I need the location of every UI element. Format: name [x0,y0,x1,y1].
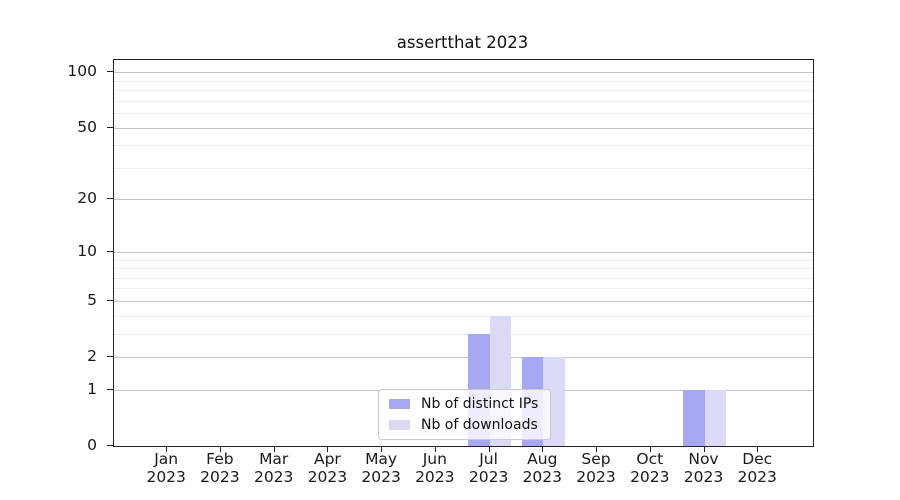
minor-gridline [114,333,813,335]
minor-gridline [114,145,813,147]
x-tick-month: Nov [688,450,719,468]
y-tick-label: 1 [87,379,97,398]
y-tick-label: 100 [67,62,97,81]
x-tick-year: 2023 [576,467,616,486]
x-tick-label: Oct 2023 [618,450,682,486]
bar-downloads [704,389,726,446]
x-tick-mark [757,446,759,452]
y-tick-mark [107,198,113,200]
x-tick-label: Mar 2023 [242,450,306,486]
x-tick-year: 2023 [200,467,240,486]
y-tick-mark [107,250,113,252]
x-tick-month: Feb [206,450,234,468]
minor-gridline [114,80,813,82]
minor-gridline [114,277,813,279]
x-tick-mark [434,446,436,452]
x-tick-label: Sep 2023 [564,450,628,486]
minor-gridline [114,259,813,261]
y-tick-label: 2 [87,347,97,365]
y-tick-label: 50 [77,117,97,136]
minor-gridline [114,100,813,102]
x-tick-label: May 2023 [349,450,413,486]
minor-gridline [114,113,813,114]
x-tick-month: Sep [581,450,611,468]
legend-swatch-distinct-ips [389,399,410,409]
x-tick-year: 2023 [361,467,401,486]
legend-label-downloads: Nb of downloads [421,417,538,433]
x-tick-year: 2023 [415,467,455,486]
x-tick-month: Mar [259,450,289,468]
major-gridline [114,357,813,358]
x-tick-mark [596,446,597,452]
y-tick-label: 0 [87,436,97,454]
x-tick-label: Dec 2023 [725,450,789,486]
x-tick-year: 2023 [307,467,348,486]
x-tick-year: 2023 [737,467,777,486]
x-tick-year: 2023 [146,467,186,486]
x-tick-mark [327,446,329,452]
x-tick-mark [649,446,651,452]
y-tick-mark [107,388,113,390]
legend-label-distinct-ips: Nb of distinct IPs [421,396,539,412]
x-tick-year: 2023 [630,467,670,486]
legend-row-distinct-ips: Nb of distinct IPs [389,396,538,412]
minor-gridline [114,90,813,92]
y-tick-mark [107,126,113,128]
plot-area: Nb of distinct IPs Nb of downloads [113,59,814,447]
y-tick-mark [107,356,113,357]
legend-row-downloads: Nb of downloads [389,417,538,433]
x-tick-mark [166,446,168,452]
x-tick-year: 2023 [683,467,724,486]
x-tick-month: Jun [422,450,447,468]
y-tick-mark [107,71,113,73]
x-tick-month: Apr [313,450,341,468]
x-tick-label: Jan 2023 [134,450,198,486]
major-gridline [114,127,813,129]
minor-gridline [114,167,813,169]
y-tick-label: 20 [77,189,97,208]
minor-gridline [114,268,813,269]
x-tick-mark [381,446,383,452]
x-tick-month: May [365,450,398,468]
y-tick-mark [107,445,113,446]
x-tick-mark [542,446,544,452]
major-gridline [114,251,813,253]
x-tick-month: Oct [636,450,664,468]
y-tick-mark [107,299,113,301]
x-tick-label: Jun 2023 [403,450,467,486]
major-gridline [114,72,813,74]
y-tick-label: 5 [87,290,97,309]
x-tick-label: Feb 2023 [188,450,252,486]
y-tick-label: 10 [77,241,97,260]
x-tick-year: 2023 [468,467,509,486]
x-tick-month: Jul [479,450,498,468]
x-tick-month: Aug [527,450,558,468]
bar-distinct-ips [683,389,705,446]
chart-title: assertthat 2023 [396,33,529,52]
minor-gridline [114,315,813,317]
minor-gridline [114,288,813,290]
x-tick-label: Apr 2023 [295,450,359,486]
x-tick-year: 2023 [522,467,563,486]
major-gridline [114,199,813,201]
x-tick-label: Jul 2023 [457,450,521,486]
x-tick-mark [703,446,705,452]
x-tick-mark [488,446,490,452]
legend: Nb of distinct IPs Nb of downloads [378,389,552,440]
x-tick-month: Dec [742,450,773,468]
x-tick-label: Aug 2023 [510,450,574,486]
x-tick-month: Jan [154,450,179,468]
x-tick-label: Nov 2023 [672,450,736,486]
x-tick-year: 2023 [253,467,294,486]
legend-swatch-downloads [389,420,410,430]
x-tick-mark [219,446,221,452]
x-tick-mark [273,446,275,452]
major-gridline [114,300,813,302]
